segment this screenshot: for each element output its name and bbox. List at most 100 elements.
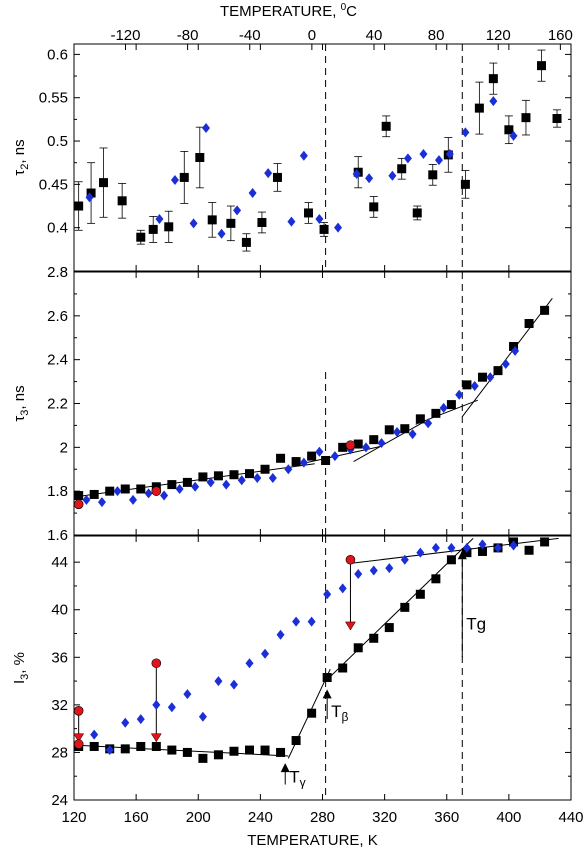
data-point-diamond [416,547,425,558]
annotation-main: T [331,702,341,721]
data-point-square [207,215,217,225]
data-point-diamond [214,676,223,687]
xaxis-title: TEMPERATURE, K [247,832,378,849]
data-point-diamond [144,488,153,499]
data-point-diamond [439,402,448,413]
ytick-label: 36 [51,649,68,666]
data-point-square [369,633,379,643]
data-point-circle [151,486,162,496]
data-point-square [540,305,550,315]
data-point-square [524,545,534,555]
ylabel-main: τ [11,416,28,422]
data-point-diamond [155,214,164,225]
data-point-square [179,172,189,182]
data-point-diamond [338,583,347,594]
drop-arrow-head [345,621,356,631]
data-point-square [182,477,192,487]
data-point-square [89,489,99,499]
top-tick-label: 80 [428,27,445,44]
top-tick-label: -80 [177,27,199,44]
data-point-diamond [152,699,161,710]
data-point-square [504,125,514,135]
ytick-label: 0.5 [47,133,68,150]
data-point-diamond [175,483,184,494]
data-point-square [460,179,470,189]
ytick-label: 1.6 [47,527,68,544]
annotation-sub: β [342,710,349,724]
ylabel-sub: 3 [19,674,31,680]
data-point-diamond [511,345,520,356]
data-point-square [338,442,348,452]
data-point-square [412,208,422,218]
data-point-diamond [198,711,207,722]
data-point-square [117,196,127,206]
drop-arrow-head [73,733,85,743]
data-point-square [260,745,270,755]
data-point-square [195,153,205,162]
data-point-diamond [229,679,238,690]
data-point-square [151,741,161,751]
data-point-diamond [183,689,192,700]
data-point-diamond [287,216,296,227]
ylabel-sub: 2 [19,164,31,170]
annotation-arrow-head [280,763,290,773]
data-point-diamond [334,222,343,233]
data-point-diamond [434,155,443,166]
data-point-square [213,471,223,481]
ytick-label: 32 [51,697,68,714]
top-tick-label: -120 [110,27,140,44]
data-point-square [400,602,410,612]
ytick-label: 2.2 [47,396,68,413]
data-point-square [431,574,441,584]
data-point-square [493,366,503,376]
data-point-diamond [245,658,254,669]
data-point-diamond [264,168,273,179]
data-point-square [74,201,84,211]
data-point-diamond [403,153,412,164]
xtick-label: 240 [248,809,273,826]
data-point-diamond [470,380,479,391]
data-point-square [540,537,550,547]
data-point-square [321,455,331,465]
ytick-label: 40 [51,602,68,619]
data-point-diamond [445,149,454,160]
xtick-label: 400 [496,809,521,826]
data-point-square [524,319,534,329]
data-point-square [384,623,394,633]
top-title-unit: C [346,3,357,20]
xtick-label: 280 [310,809,335,826]
top-axis-title: TEMPERATURE, 0C [220,2,357,20]
data-point-square [381,121,391,131]
data-point-circle [73,499,84,510]
xtick-label: 360 [434,809,459,826]
data-point-diamond [292,616,301,627]
data-point-diamond [82,494,91,505]
xtick-label: 160 [124,809,149,826]
data-point-diamond [352,168,361,179]
panel-tau3: 1.6 1.8 2 2.2 2.4 2.6 2.8 τ3, ns [11,264,572,544]
data-point-diamond [408,429,417,440]
data-point-square [136,484,146,494]
data-point-square [241,237,251,247]
data-point-diamond [105,745,114,756]
data-point-square [431,408,441,418]
data-point-diamond [365,173,374,184]
data-point-square [148,224,158,234]
data-point-diamond [354,569,363,580]
data-point-square [477,372,487,382]
data-point-square [304,208,314,218]
data-point-diamond [369,565,378,576]
data-point-diamond [393,426,402,437]
data-point-diamond [461,127,470,138]
data-point-square [105,486,115,496]
data-point-circle [151,658,162,669]
data-point-diamond [217,228,226,239]
data-point-diamond [276,629,285,640]
data-point-square [245,745,255,755]
ylabel-tail: , % [11,652,28,674]
ytick-label: 2.8 [47,264,68,281]
data-point-square [552,114,562,124]
data-point-diamond [323,589,332,600]
data-point-diamond [202,123,211,134]
